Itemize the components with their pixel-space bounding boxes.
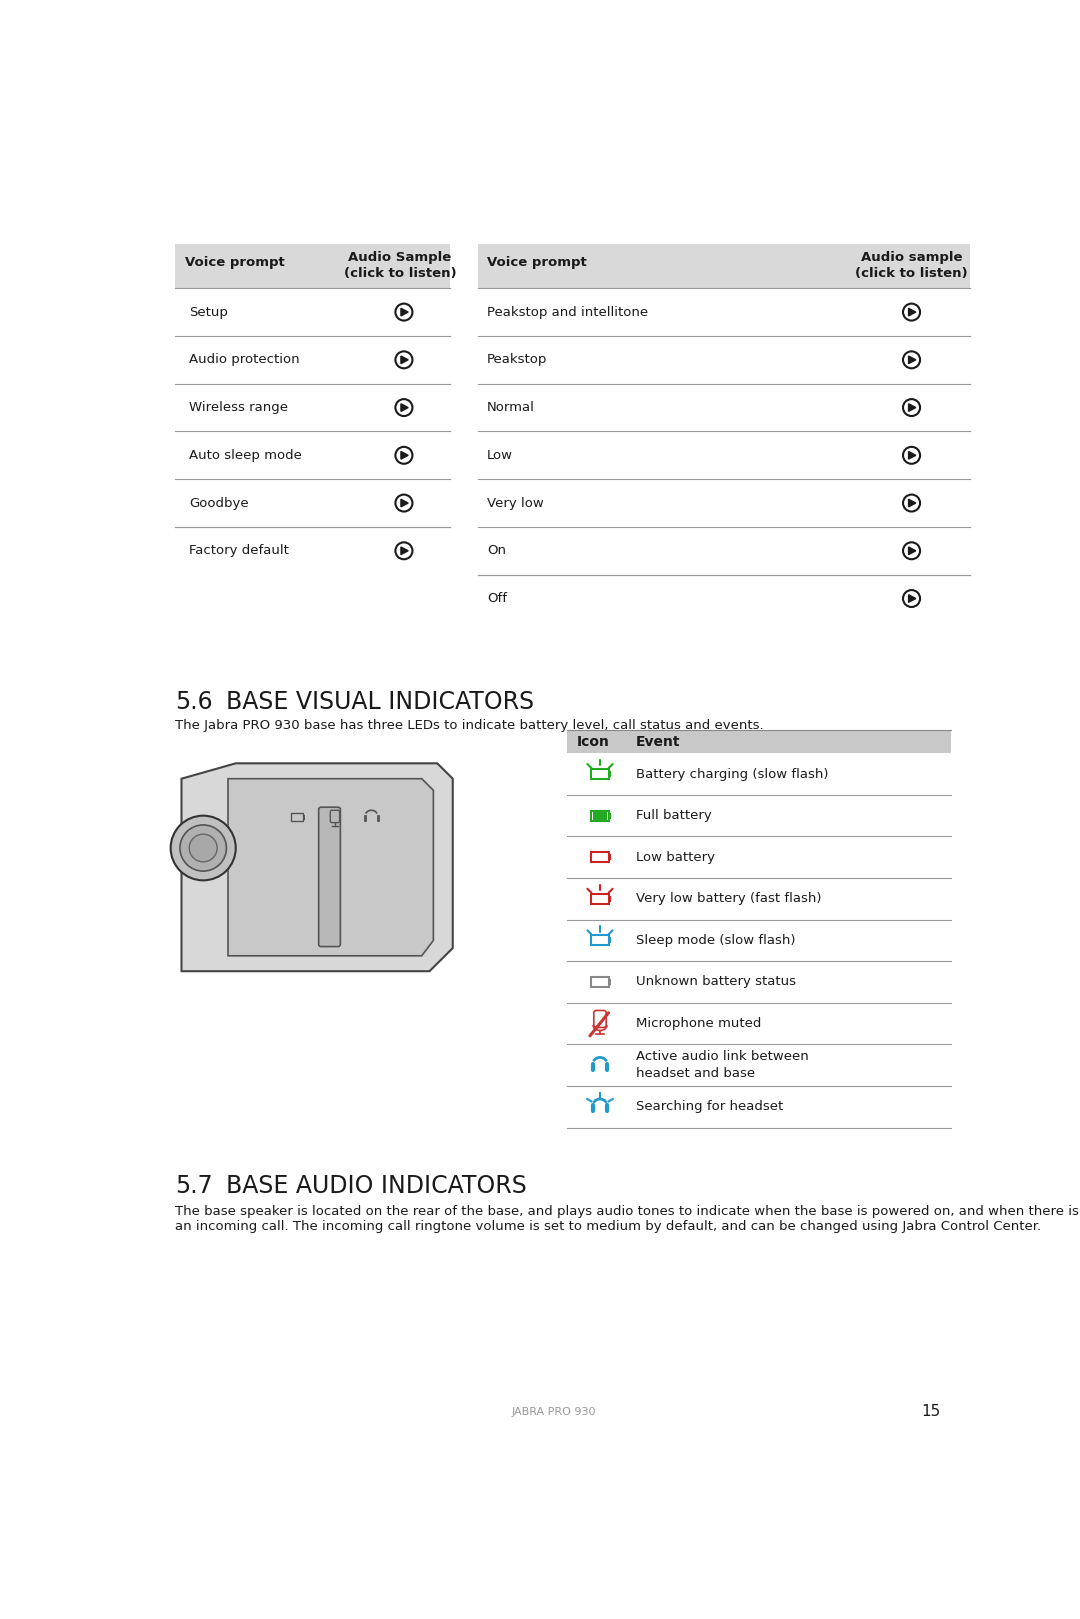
Polygon shape bbox=[908, 594, 916, 602]
Polygon shape bbox=[401, 403, 408, 411]
Text: BASE AUDIO INDICATORS: BASE AUDIO INDICATORS bbox=[226, 1174, 526, 1198]
FancyBboxPatch shape bbox=[175, 243, 450, 288]
Circle shape bbox=[395, 351, 413, 368]
Text: The Jabra PRO 930 base has three LEDs to indicate battery level, call status and: The Jabra PRO 930 base has three LEDs to… bbox=[175, 719, 764, 732]
Polygon shape bbox=[401, 499, 408, 507]
Bar bbox=[608, 855, 611, 860]
Polygon shape bbox=[908, 452, 916, 460]
Bar bbox=[608, 937, 611, 944]
Bar bbox=[608, 771, 611, 777]
Circle shape bbox=[395, 447, 413, 463]
Text: Low battery: Low battery bbox=[636, 850, 715, 865]
Text: Factory default: Factory default bbox=[189, 544, 289, 557]
Text: Off: Off bbox=[487, 593, 507, 606]
FancyBboxPatch shape bbox=[319, 808, 340, 947]
Text: On: On bbox=[487, 544, 505, 557]
Text: Normal: Normal bbox=[487, 402, 535, 414]
Text: Peakstop and intellitone: Peakstop and intellitone bbox=[487, 306, 648, 319]
Circle shape bbox=[903, 494, 920, 512]
Text: Low: Low bbox=[487, 448, 513, 461]
Text: Goodbye: Goodbye bbox=[189, 497, 248, 510]
Bar bbox=[608, 979, 611, 984]
Text: The base speaker is located on the rear of the base, and plays audio tones to in: The base speaker is located on the rear … bbox=[175, 1205, 1079, 1232]
Text: Microphone muted: Microphone muted bbox=[636, 1017, 761, 1030]
Circle shape bbox=[903, 447, 920, 463]
Circle shape bbox=[395, 494, 413, 512]
Polygon shape bbox=[908, 308, 916, 316]
Text: Battery charging (slow flash): Battery charging (slow flash) bbox=[636, 767, 828, 780]
Polygon shape bbox=[181, 763, 453, 971]
FancyBboxPatch shape bbox=[592, 894, 608, 903]
Bar bbox=[291, 813, 303, 821]
Text: Audio protection: Audio protection bbox=[189, 353, 300, 366]
Text: Active audio link between
headset and base: Active audio link between headset and ba… bbox=[636, 1051, 809, 1080]
Text: Auto sleep mode: Auto sleep mode bbox=[189, 448, 302, 461]
Text: 5.7: 5.7 bbox=[175, 1174, 213, 1198]
FancyBboxPatch shape bbox=[592, 976, 608, 988]
Text: Voice prompt: Voice prompt bbox=[185, 256, 284, 269]
Circle shape bbox=[903, 351, 920, 368]
Polygon shape bbox=[228, 779, 433, 955]
Polygon shape bbox=[908, 356, 916, 364]
Text: BASE VISUAL INDICATORS: BASE VISUAL INDICATORS bbox=[226, 690, 534, 714]
Circle shape bbox=[903, 304, 920, 321]
Text: Icon: Icon bbox=[577, 735, 609, 748]
Text: JABRA PRO 930: JABRA PRO 930 bbox=[511, 1407, 596, 1417]
Text: Setup: Setup bbox=[189, 306, 228, 319]
Circle shape bbox=[395, 542, 413, 559]
FancyBboxPatch shape bbox=[592, 936, 608, 945]
FancyBboxPatch shape bbox=[592, 769, 608, 779]
Text: Sleep mode (slow flash): Sleep mode (slow flash) bbox=[636, 934, 795, 947]
Text: Searching for headset: Searching for headset bbox=[636, 1101, 783, 1114]
Text: 5.6: 5.6 bbox=[175, 690, 213, 714]
Text: Event: Event bbox=[636, 735, 680, 748]
Text: Peakstop: Peakstop bbox=[487, 353, 548, 366]
Bar bbox=[608, 813, 611, 819]
Text: Wireless range: Wireless range bbox=[189, 402, 288, 414]
Text: Voice prompt: Voice prompt bbox=[487, 256, 586, 269]
FancyBboxPatch shape bbox=[567, 730, 951, 753]
Text: Audio sample
(click to listen): Audio sample (click to listen) bbox=[855, 251, 968, 280]
Text: Very low: Very low bbox=[487, 497, 543, 510]
Text: 15: 15 bbox=[921, 1404, 941, 1420]
Polygon shape bbox=[401, 547, 408, 555]
FancyBboxPatch shape bbox=[592, 852, 608, 863]
Text: Full battery: Full battery bbox=[636, 810, 712, 822]
Text: Audio Sample
(click to listen): Audio Sample (click to listen) bbox=[343, 251, 457, 280]
Bar bbox=[593, 811, 607, 819]
Polygon shape bbox=[401, 308, 408, 316]
Bar bbox=[608, 895, 611, 902]
Circle shape bbox=[180, 826, 227, 871]
Polygon shape bbox=[908, 499, 916, 507]
Circle shape bbox=[189, 834, 217, 861]
Polygon shape bbox=[908, 547, 916, 555]
Circle shape bbox=[903, 589, 920, 607]
Polygon shape bbox=[401, 356, 408, 364]
Circle shape bbox=[903, 542, 920, 559]
Polygon shape bbox=[908, 403, 916, 411]
Circle shape bbox=[171, 816, 235, 881]
Circle shape bbox=[395, 400, 413, 416]
FancyBboxPatch shape bbox=[477, 243, 970, 288]
Bar bbox=[303, 814, 305, 819]
FancyBboxPatch shape bbox=[594, 1010, 606, 1028]
Circle shape bbox=[903, 400, 920, 416]
FancyBboxPatch shape bbox=[592, 811, 608, 821]
Circle shape bbox=[395, 304, 413, 321]
Text: Very low battery (fast flash): Very low battery (fast flash) bbox=[636, 892, 821, 905]
Polygon shape bbox=[401, 452, 408, 460]
Text: Unknown battery status: Unknown battery status bbox=[636, 976, 796, 989]
